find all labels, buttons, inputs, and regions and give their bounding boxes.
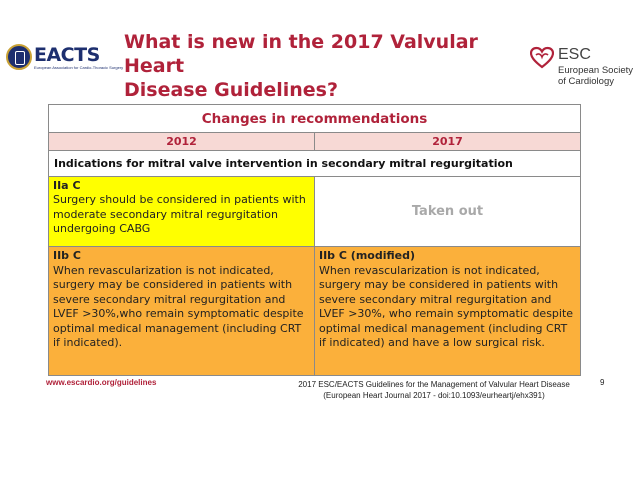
esc-heart-icon	[530, 46, 554, 69]
eacts-seal-icon	[6, 44, 32, 70]
footer-reference: 2017 ESC/EACTS Guidelines for the Manage…	[284, 379, 584, 401]
recommendation-2017-iib-modified: IIb C (modified) When revascularization …	[314, 246, 581, 376]
title-line-1: What is new in the 2017 Valvular Heart	[124, 31, 478, 77]
column-header-2017: 2017	[314, 132, 581, 152]
title-line-2: Disease Guidelines?	[124, 79, 339, 101]
esc-full-name-line-1: European Society	[558, 65, 633, 76]
recommendations-table: Changes in recommendations 2012 2017 Ind…	[48, 103, 581, 376]
page-number: 9	[600, 378, 605, 387]
indication-row: Indications for mitral valve interventio…	[48, 150, 581, 177]
recommendation-class: IIa C	[53, 178, 81, 192]
esc-logo: ESC European Society of Cardiology	[528, 40, 636, 92]
eacts-logo: EACTS European Association for Cardio-Th…	[6, 44, 123, 76]
table-caption-cell: Changes in recommendations	[48, 103, 581, 134]
reference-line-1: 2017 ESC/EACTS Guidelines for the Manage…	[298, 380, 570, 389]
eacts-logo-text: EACTS	[34, 44, 100, 66]
column-header-2012: 2012	[48, 132, 315, 152]
recommendation-text: When revascularization is not indicated,…	[319, 263, 574, 350]
recommendation-class: IIb C (modified)	[319, 249, 415, 263]
esc-full-name-line-2: of Cardiology	[558, 76, 614, 87]
esc-logo-text: ESC	[558, 46, 591, 63]
slide-title: What is new in the 2017 Valvular Heart D…	[124, 30, 524, 102]
recommendation-text: Surgery should be considered in patients…	[53, 193, 306, 235]
recommendation-2012-iia: IIa C Surgery should be considered in pa…	[48, 175, 315, 248]
recommendation-class: IIb C	[53, 249, 81, 263]
eacts-logo-subtext: European Association for Cardio-Thoracic…	[34, 65, 124, 70]
recommendation-text: When revascularization is not indicated,…	[53, 263, 304, 350]
taken-out-label: Taken out	[314, 175, 581, 248]
reference-line-2: (European Heart Journal 2017 - doi:10.10…	[323, 391, 545, 400]
table-caption: Changes in recommendations	[201, 110, 428, 127]
recommendation-2012-iib: IIb C When revascularization is not indi…	[48, 246, 315, 376]
esc-full-name: European Society of Cardiology	[558, 65, 633, 87]
guidelines-link[interactable]: www.escardio.org/guidelines	[46, 378, 157, 387]
